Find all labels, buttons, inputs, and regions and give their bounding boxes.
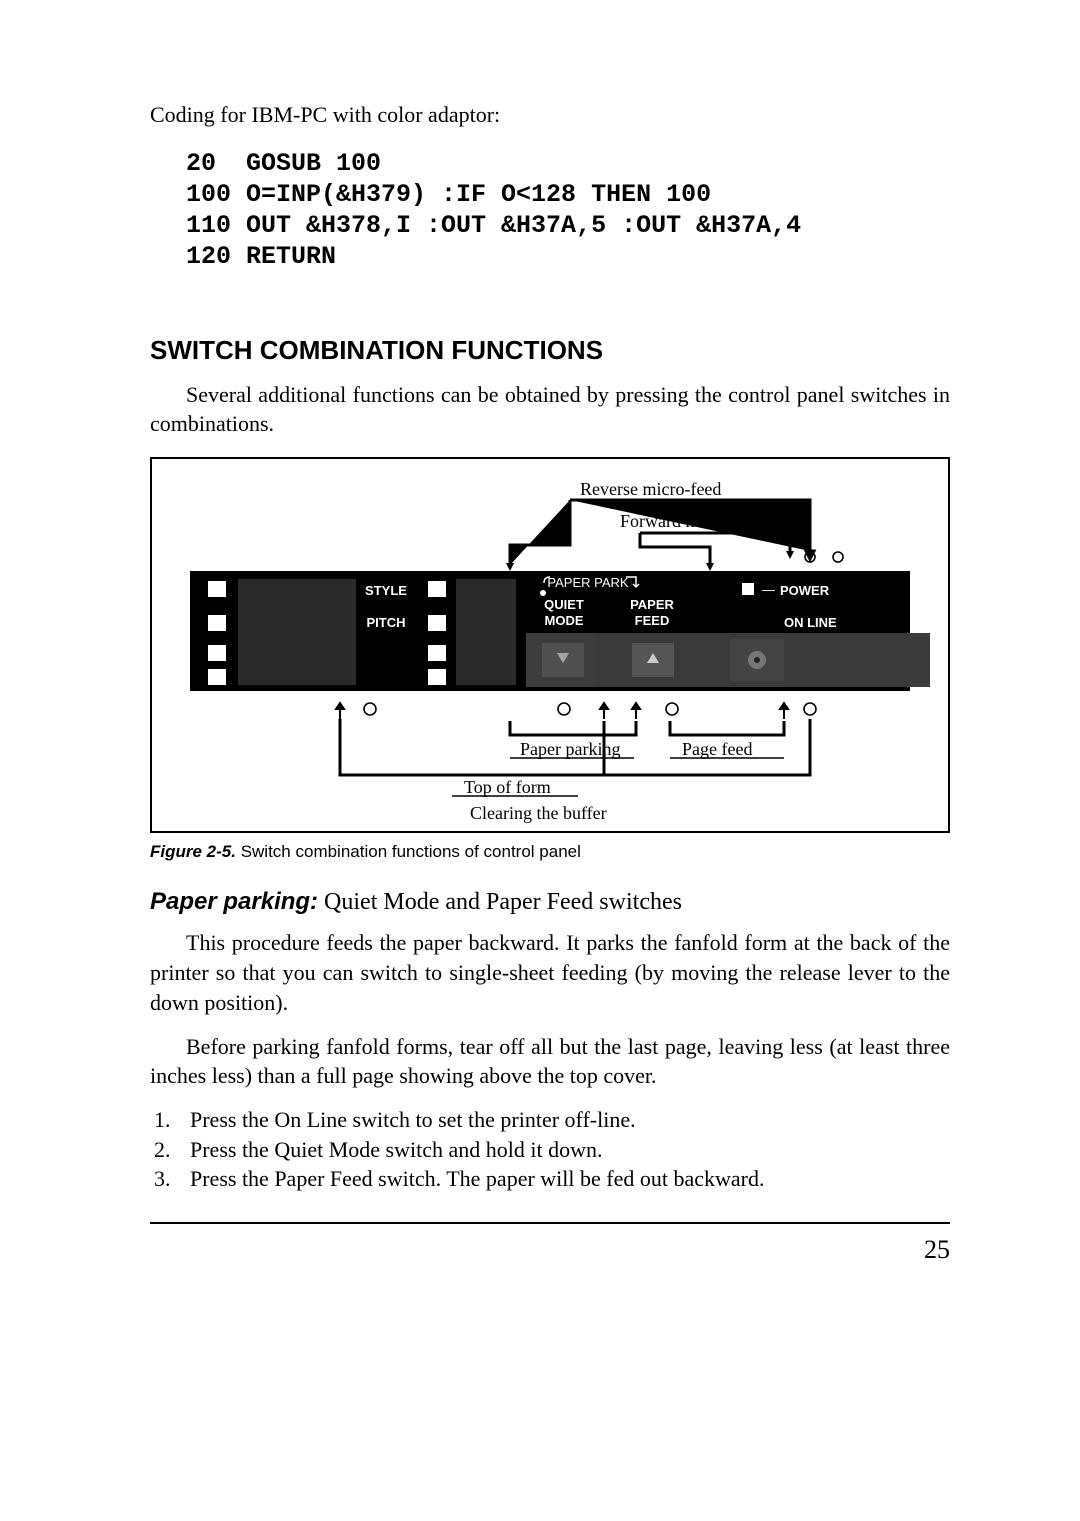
paper-parking-para2: Before parking fanfold forms, tear off a…: [150, 1032, 950, 1091]
anno-top-of-form: Top of form: [464, 777, 551, 797]
caption-label: Figure 2-5.: [150, 842, 236, 861]
led-icon: [833, 552, 843, 562]
list-item: 2.Press the Quiet Mode switch and hold i…: [154, 1135, 950, 1165]
page-number: 25: [150, 1232, 950, 1267]
svg-text:PITCH: PITCH: [367, 615, 406, 630]
step-text: Press the On Line switch to set the prin…: [190, 1105, 636, 1135]
caption-text: Switch combination functions of control …: [236, 842, 581, 861]
svg-text:QUIET: QUIET: [544, 597, 584, 612]
subsection-title: Paper parking:: [150, 888, 318, 915]
intro-text: Coding for IBM-PC with color adaptor:: [150, 100, 950, 130]
svg-text:PAPER: PAPER: [630, 597, 674, 612]
section-title: SWITCH COMBINATION FUNCTIONS: [150, 333, 950, 368]
step-num: 3.: [154, 1164, 190, 1194]
subsection-heading: Paper parking: Quiet Mode and Paper Feed…: [150, 886, 950, 918]
footer-rule: [150, 1222, 950, 1224]
list-item: 1.Press the On Line switch to set the pr…: [154, 1105, 950, 1135]
anno-clearing: Clearing the buffer: [470, 803, 607, 823]
step-text: Press the Quiet Mode switch and hold it …: [190, 1135, 602, 1165]
list-item: 3.Press the Paper Feed switch. The paper…: [154, 1164, 950, 1194]
figure-caption: Figure 2-5. Switch combination functions…: [150, 841, 950, 864]
svg-text:—: —: [762, 582, 775, 597]
svg-text:STYLE: STYLE: [365, 583, 407, 598]
svg-text:ON LINE: ON LINE: [784, 615, 837, 630]
control-panel-diagram: Reverse micro-feed Forward micro-feed ST…: [170, 475, 930, 825]
code-block: 20 GOSUB 100 100 O=INP(&H379) :IF O<128 …: [186, 148, 950, 273]
anno-page-feed: Page feed: [682, 739, 752, 759]
svg-text:PAPER PARK: PAPER PARK: [547, 575, 628, 590]
subsection-rest: Quiet Mode and Paper Feed switches: [318, 889, 682, 915]
section-para: Several additional functions can be obta…: [150, 380, 950, 439]
step-num: 1.: [154, 1105, 190, 1135]
steps-list: 1.Press the On Line switch to set the pr…: [154, 1105, 950, 1194]
step-num: 2.: [154, 1135, 190, 1165]
svg-text:POWER: POWER: [780, 583, 830, 598]
svg-text:FEED: FEED: [635, 613, 670, 628]
figure-box: Reverse micro-feed Forward micro-feed ST…: [150, 457, 950, 833]
paper-parking-para1: This procedure feeds the paper backward.…: [150, 928, 950, 1017]
anno-reverse: Reverse micro-feed: [580, 479, 721, 499]
svg-text:MODE: MODE: [545, 613, 584, 628]
step-text: Press the Paper Feed switch. The paper w…: [190, 1164, 764, 1194]
